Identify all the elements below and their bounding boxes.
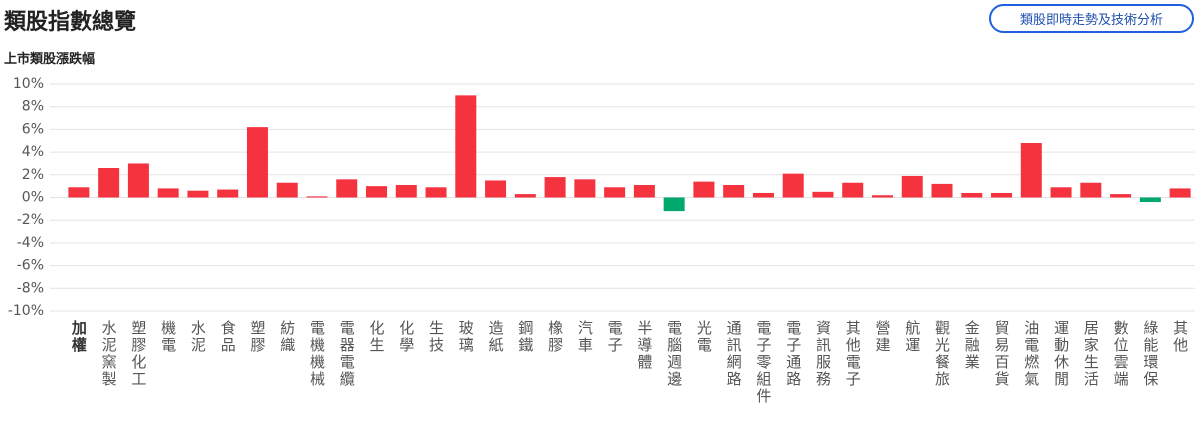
bar xyxy=(1110,194,1132,198)
analysis-button[interactable]: 類股即時走勢及技術分析 xyxy=(989,4,1194,33)
bar xyxy=(68,187,90,198)
bar xyxy=(276,182,298,198)
page-title: 類股指數總覽 xyxy=(4,10,137,35)
x-tick-label: 食品 xyxy=(218,320,237,354)
y-tick-label: 0% xyxy=(22,190,44,206)
bar xyxy=(425,187,447,198)
bar xyxy=(842,182,864,198)
bar xyxy=(1020,143,1042,198)
x-tick-label: 生技 xyxy=(427,320,446,354)
bar xyxy=(901,175,923,198)
x-tick-label: 資訊服務 xyxy=(813,320,832,388)
y-tick-label: -8% xyxy=(17,280,44,296)
x-tick-label: 電器電纜 xyxy=(337,320,356,388)
y-tick-label: -2% xyxy=(17,212,44,228)
bar xyxy=(514,194,536,198)
bar xyxy=(395,185,417,198)
x-tick-label: 加權 xyxy=(69,320,88,354)
x-tick-label: 觀光餐旅 xyxy=(933,320,951,388)
x-tick-label: 汽車 xyxy=(575,320,594,354)
x-tick-label: 數位雲端 xyxy=(1111,320,1130,388)
y-tick-label: 6% xyxy=(22,121,44,137)
bar xyxy=(246,127,268,198)
y-tick-label: -6% xyxy=(17,258,44,274)
x-tick-label: 航運 xyxy=(903,320,922,354)
x-tick-label: 塑膠 xyxy=(248,320,267,354)
bar xyxy=(485,180,507,198)
x-tick-label: 半導體 xyxy=(635,320,654,371)
bar xyxy=(812,191,834,198)
x-tick-label: 橡膠 xyxy=(546,320,565,354)
x-tick-label: 營建 xyxy=(873,320,892,354)
bar xyxy=(1050,187,1072,198)
bar xyxy=(544,177,566,198)
bar xyxy=(157,188,179,198)
bar xyxy=(961,192,983,198)
x-tick-label: 貿易百貨 xyxy=(992,320,1011,388)
y-tick-label: 8% xyxy=(22,99,44,115)
x-tick-label: 通訊網路 xyxy=(724,320,743,388)
bar xyxy=(663,197,685,212)
x-tick-label: 運動休閒 xyxy=(1052,320,1071,388)
bar xyxy=(1080,182,1102,198)
y-tick-label: 2% xyxy=(22,167,44,183)
chart-title: 上市類股漲跌幅 xyxy=(4,52,96,67)
bar xyxy=(723,185,745,198)
x-tick-label: 紡織 xyxy=(278,320,297,354)
x-tick-label: 玻璃 xyxy=(456,320,475,354)
bar xyxy=(1139,197,1161,203)
bar xyxy=(217,189,239,198)
x-tick-label: 光電 xyxy=(694,320,713,354)
bar xyxy=(693,181,715,198)
x-tick-label: 水泥 xyxy=(188,320,207,354)
bar xyxy=(455,95,477,198)
y-tick-label: 10% xyxy=(13,76,44,92)
bar xyxy=(1169,188,1191,198)
bar xyxy=(604,187,626,198)
bar xyxy=(336,179,358,198)
y-tick-label: -4% xyxy=(17,235,44,251)
x-tick-label: 電子零組件 xyxy=(754,320,773,405)
bar xyxy=(366,186,388,198)
x-tick-label: 電腦週邊 xyxy=(665,320,684,388)
bar xyxy=(306,196,328,198)
y-tick-label: 4% xyxy=(22,144,44,160)
bar xyxy=(127,163,149,198)
x-tick-label: 化學 xyxy=(397,320,416,354)
x-tick-label: 機電 xyxy=(159,320,178,354)
x-tick-label: 鋼鐵 xyxy=(516,320,535,354)
x-tick-label: 電子 xyxy=(605,320,624,354)
x-tick-label: 其他 xyxy=(1171,320,1190,354)
x-tick-label: 居家生活 xyxy=(1081,320,1100,388)
x-tick-label: 水泥窯製 xyxy=(99,320,118,388)
x-tick-label: 化生 xyxy=(367,320,386,354)
bar xyxy=(871,195,893,198)
x-tick-label: 電子通路 xyxy=(784,320,803,388)
x-tick-label: 塑膠化工 xyxy=(129,320,148,388)
x-tick-label: 金融業 xyxy=(962,320,981,371)
x-tick-label: 油電燃氣 xyxy=(1022,320,1041,388)
x-tick-label: 其他電子 xyxy=(843,320,862,388)
y-tick-label: -10% xyxy=(8,303,44,319)
x-tick-label: 造紙 xyxy=(486,320,505,354)
bar xyxy=(187,190,209,198)
bar xyxy=(752,192,774,198)
bar xyxy=(991,192,1013,198)
bar xyxy=(633,185,655,198)
x-tick-label: 綠能環保 xyxy=(1141,320,1160,388)
bar xyxy=(98,167,120,198)
bar xyxy=(574,179,596,198)
x-tick-label: 電機機械 xyxy=(307,320,326,388)
bar xyxy=(782,173,804,198)
bar xyxy=(931,183,953,198)
